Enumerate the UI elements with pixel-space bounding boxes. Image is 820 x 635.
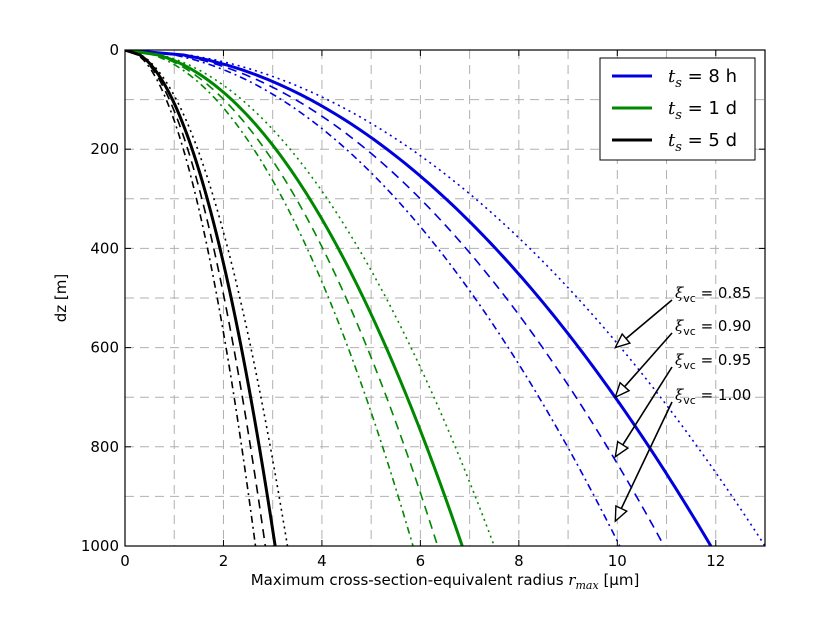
legend-text: = 1 d [682, 98, 737, 119]
x-axis-label-suffix: [μm] [599, 571, 640, 589]
annotation-arrowhead [613, 332, 632, 349]
series-line [125, 50, 289, 546]
annotation-sub: vc [683, 292, 696, 305]
y-tick-label: 600 [90, 339, 119, 357]
x-tick-label: 10 [608, 552, 627, 570]
annotation-var: ξ [675, 317, 684, 335]
annotation-arrowhead [614, 381, 631, 399]
legend-sub: s [675, 108, 682, 123]
series-line [125, 50, 765, 546]
annotation-text: = 0.95 [696, 351, 752, 369]
legend-var: t [668, 66, 676, 87]
annotation-sub: vc [683, 394, 696, 407]
x-tick-label: 2 [219, 552, 229, 570]
annotation-label: ξvc = 0.85 [675, 284, 751, 305]
x-tick-label: 0 [120, 552, 130, 570]
annotation-sub: vc [683, 325, 696, 338]
series-line [125, 50, 414, 546]
series-line [125, 50, 464, 546]
x-axis-label-prefix: Maximum cross-section-equivalent radius [251, 571, 569, 589]
plot-frame [124, 49, 766, 547]
series-line [125, 50, 713, 546]
legend-text: = 5 d [682, 130, 737, 151]
legend-text: = 8 h [682, 66, 737, 87]
x-axis-label-var: r [568, 571, 576, 589]
legend-sub: s [675, 76, 682, 91]
annotation-text: = 1.00 [696, 386, 752, 404]
legend: ts = 8 hts = 1 dts = 5 d [599, 57, 756, 161]
annotation-label: ξvc = 0.90 [675, 317, 751, 338]
axis-ticks: 0 2 4 6 8 10 12 0 200 400 600 800 1000 [81, 41, 765, 570]
annotation-sub: vc [683, 359, 696, 372]
legend-entry: ts = 5 d [668, 130, 737, 155]
annotation-var: ξ [675, 351, 684, 369]
series-line [125, 50, 439, 546]
x-axis-label: Maximum cross-section-equivalent radius … [251, 571, 640, 592]
series-line [125, 50, 257, 546]
curves [125, 50, 765, 546]
annotation-arrowhead [614, 440, 630, 459]
series-line [125, 50, 267, 546]
y-tick-label: 400 [90, 239, 119, 257]
legend-entry: ts = 8 h [668, 66, 737, 91]
series-line [125, 50, 665, 546]
annotation-arrow [614, 366, 673, 458]
annotation-var: ξ [675, 284, 684, 302]
x-tick-label: 8 [514, 552, 524, 570]
annotation-label: ξvc = 0.95 [675, 351, 751, 372]
legend-sub: s [675, 140, 682, 155]
legend-var: t [668, 130, 676, 151]
y-tick-label: 200 [90, 140, 119, 158]
series-line [125, 50, 495, 546]
x-tick-label: 6 [416, 552, 426, 570]
x-tick-label: 4 [317, 552, 327, 570]
y-tick-label: 800 [90, 438, 119, 456]
annotation-arrowhead [614, 504, 628, 523]
legend-entry: ts = 1 d [668, 98, 737, 123]
annotation-text: = 0.85 [696, 284, 752, 302]
series-line [125, 50, 621, 546]
annotation-arrow [614, 401, 673, 522]
annotation-label: ξvc = 1.00 [675, 386, 751, 407]
y-tick-label: 1000 [81, 537, 119, 555]
legend-var: t [668, 98, 676, 119]
y-tick-label: 0 [109, 41, 119, 59]
annotation-text: = 0.90 [696, 317, 752, 335]
x-tick-label: 12 [706, 552, 725, 570]
y-axis-label: dz [m] [52, 274, 70, 322]
x-axis-label-sub: max [575, 579, 599, 592]
series-line [125, 50, 277, 546]
annotation-var: ξ [675, 386, 684, 404]
